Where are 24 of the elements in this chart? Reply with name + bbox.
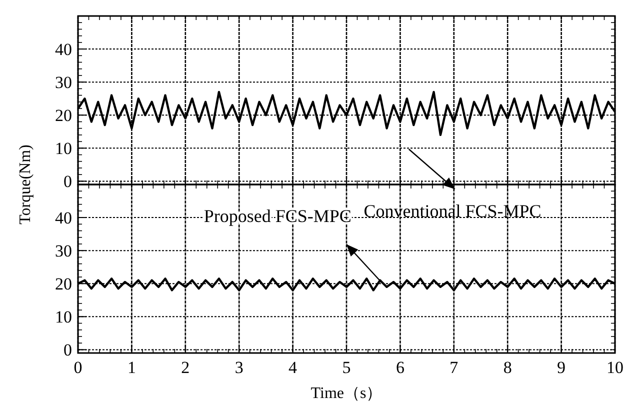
x-axis-title: Time（s）	[310, 385, 382, 402]
annotation: Proposed FCS-MPC	[204, 206, 352, 226]
y-tick-label: 0	[64, 340, 72, 360]
x-tick-label: 9	[557, 358, 566, 377]
y-tick-label: 30	[55, 73, 72, 92]
y-axis-title: Torque(Nm)	[17, 144, 34, 224]
x-tick-label: 8	[503, 358, 512, 377]
x-tick-label: 3	[234, 358, 244, 377]
y-tick-label: 20	[55, 106, 72, 126]
x-tick-label: 10	[606, 358, 624, 377]
x-tick-label: 1	[127, 358, 136, 377]
x-tick-label: 7	[450, 358, 459, 377]
y-tick-label: 40	[55, 208, 72, 228]
y-tick-label: 40	[55, 40, 72, 60]
x-tick-label: 2	[181, 358, 190, 377]
y-tick-label: 0	[64, 172, 72, 192]
y-tick-label: 20	[55, 274, 72, 294]
annotation: Conventional FCS-MPC	[364, 201, 542, 222]
y-tick-label: 10	[55, 139, 72, 158]
x-tick-label: 6	[396, 358, 404, 377]
y-tick-label: 10	[55, 308, 72, 327]
x-tick-label: 5	[342, 358, 351, 377]
x-tick-label: 4	[288, 358, 298, 377]
y-tick-label: 30	[55, 242, 72, 261]
